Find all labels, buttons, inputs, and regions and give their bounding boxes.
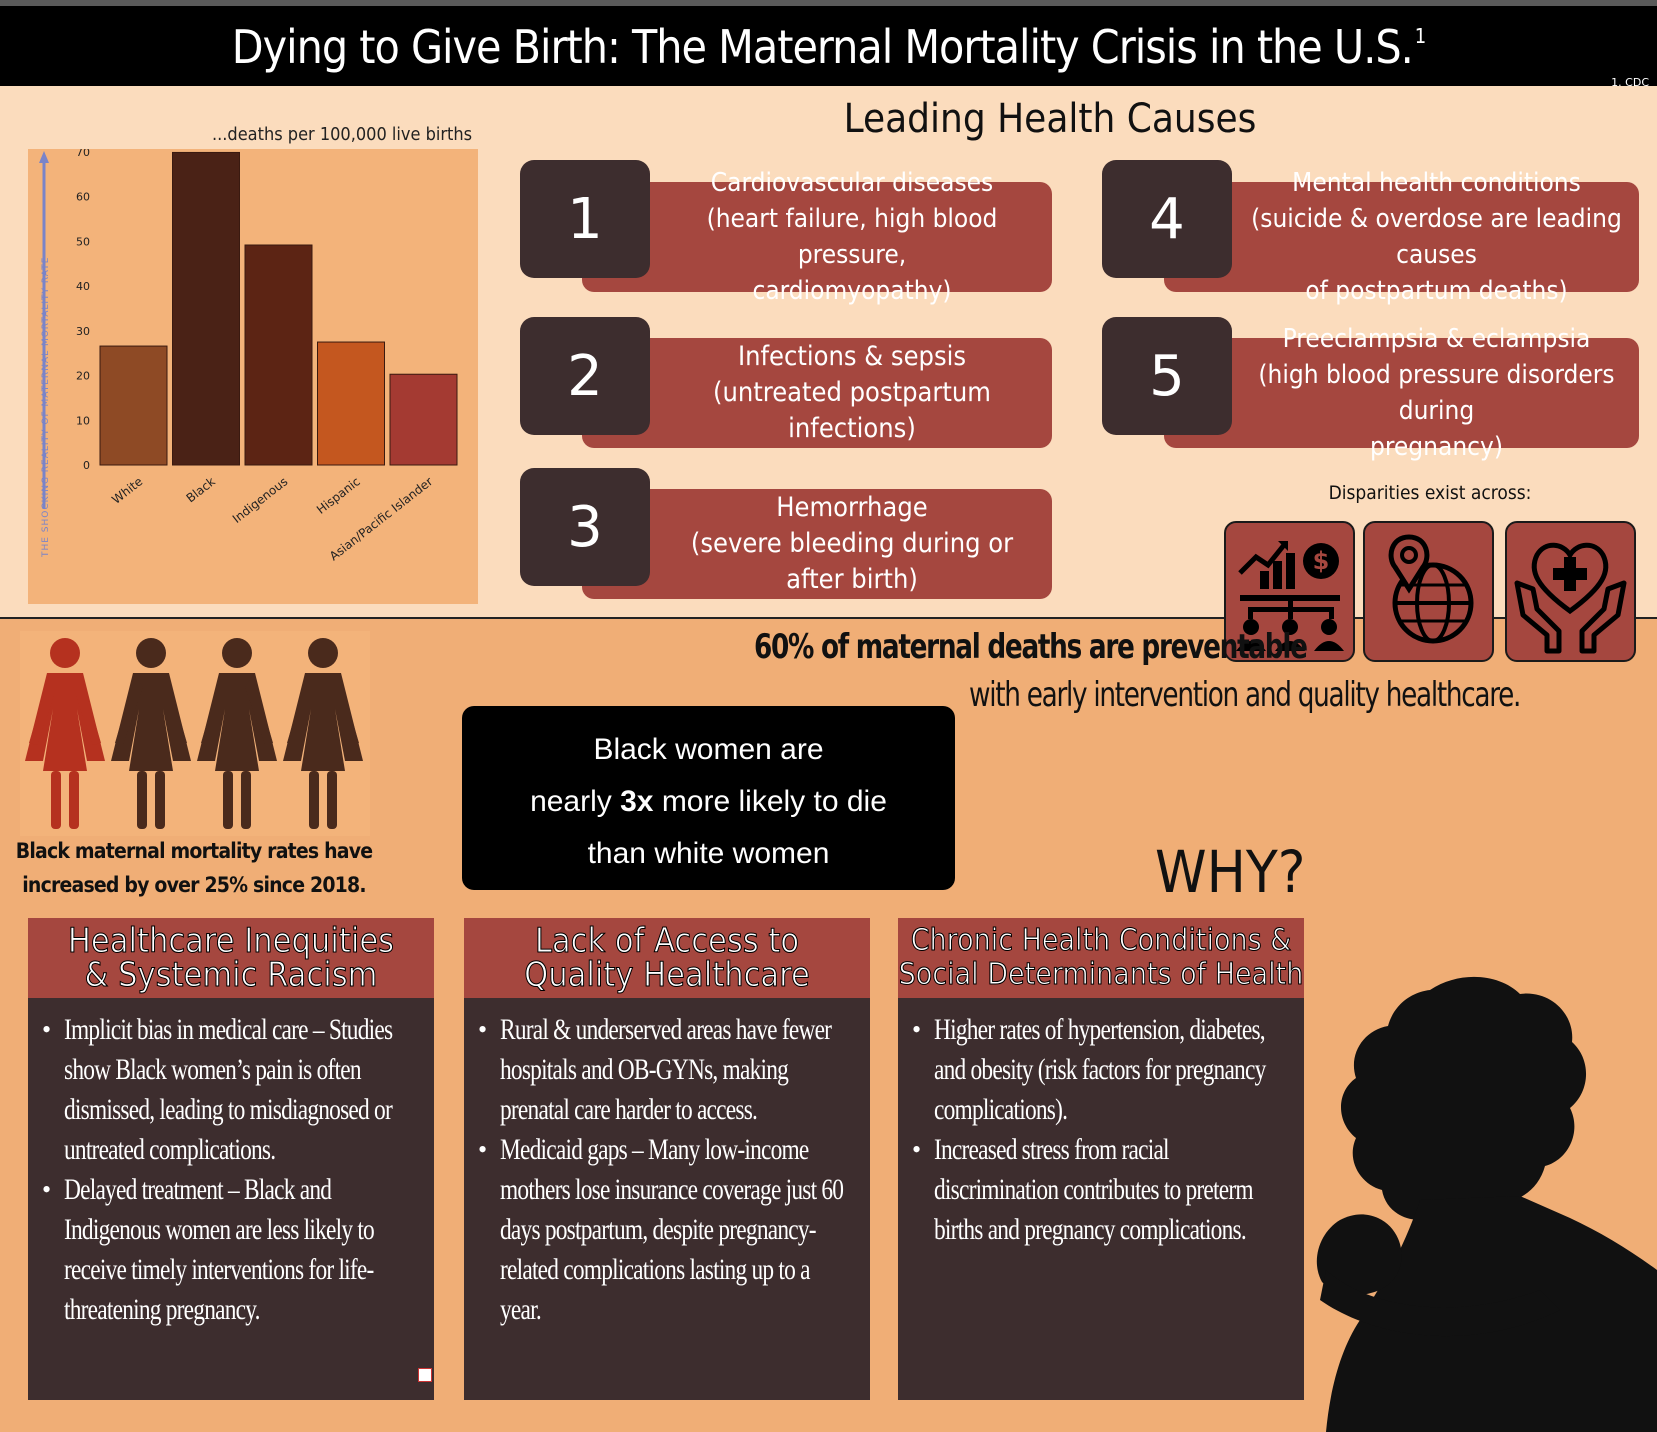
- cause-text-line: of postpartum deaths): [1305, 276, 1568, 306]
- stat-line2: nearly 3x more likely to die: [530, 785, 887, 818]
- y-tick-label: 40: [76, 280, 90, 293]
- y-tick-label: 0: [83, 459, 90, 472]
- page-title: Dying to Give Birth: The Maternal Mortal…: [231, 20, 1426, 74]
- bar-black: [172, 151, 240, 466]
- woman-figure: [283, 638, 363, 829]
- stat-callout: Black women are nearly 3x more likely to…: [462, 706, 955, 890]
- source-note: 1. CDC: [1611, 76, 1649, 89]
- cause-text-line: Mental health conditions: [1292, 168, 1581, 198]
- y-tick-label: 20: [76, 370, 90, 383]
- socioeconomic-status-icon: $: [1224, 521, 1355, 662]
- cause-card-5: Preeclampsia & eclampsia (high blood pres…: [1164, 324, 1639, 462]
- cause-number-4: 4: [1102, 160, 1232, 278]
- why-column-title: Chronic Health Conditions & Social Determ…: [898, 918, 1304, 998]
- y-tick-label: 50: [76, 235, 90, 248]
- bar-asian-pacific-islander: [389, 373, 458, 466]
- chart-svg: THE SHOCKING REALITY OF MATERNAL MORTALI…: [39, 149, 458, 563]
- bar-indigenous: [244, 244, 313, 466]
- women-figures-panel: [20, 631, 370, 836]
- cause-card-1: Cardiovascular diseases (heart failure, h…: [582, 168, 1052, 306]
- causes-heading: Leading Health Causes: [843, 96, 1257, 142]
- cause-text-line: infections): [788, 413, 916, 444]
- stat-multiplier: 3x: [620, 785, 654, 818]
- bar-white: [99, 345, 168, 466]
- cause-text-line: cardiomyopathy): [752, 276, 952, 306]
- geographic-location-icon: [1363, 521, 1494, 662]
- chart-units-label: ...deaths per 100,000 live births: [212, 124, 473, 145]
- why-column-title: Lack of Access to Quality Healthcare: [464, 918, 870, 998]
- y-tick-label: 60: [76, 191, 90, 204]
- list-item: Higher rates of hypertension, diabetes, …: [912, 1010, 1290, 1130]
- preventable-statement: 60% of maternal deaths are preventable: [754, 627, 1308, 667]
- list-item: Delayed treatment – Black and Indigenous…: [42, 1170, 420, 1330]
- cause-number-3: 3: [520, 468, 650, 586]
- figures-caption: Black maternal mortality rates have incr…: [14, 834, 374, 902]
- why-column-body: Higher rates of hypertension, diabetes, …: [898, 998, 1304, 1400]
- mortality-bar-chart: THE SHOCKING REALITY OF MATERNAL MORTALI…: [28, 149, 478, 604]
- cause-text-line: Infections & sepsis: [737, 341, 967, 372]
- footnote-mark: 1: [1414, 24, 1426, 48]
- x-tick-label: Hispanic: [314, 474, 363, 517]
- why-column-body: Rural & underserved areas have fewer hos…: [464, 998, 870, 1400]
- cause-text-line: (high blood pressure disorders during: [1258, 360, 1615, 426]
- y-axis-label: THE SHOCKING REALITY OF MATERNAL MORTALI…: [41, 257, 51, 558]
- cause-text-line: after birth): [786, 564, 918, 595]
- why-column-body: Implicit bias in medical care – Studies …: [28, 998, 434, 1400]
- y-tick-label: 70: [76, 149, 90, 159]
- x-tick-label: White: [109, 474, 145, 507]
- svg-text:$: $: [1313, 547, 1330, 575]
- disparities-label: Disparities exist across:: [1328, 482, 1532, 504]
- cause-text-line: Cardiovascular diseases: [710, 168, 994, 198]
- figures-caption-line1: Black maternal mortality rates have: [15, 839, 373, 863]
- cause-text-line: pregnancy): [1370, 432, 1503, 462]
- top-strip: [0, 0, 1657, 6]
- x-tick-label: Indigenous: [230, 474, 291, 526]
- woman-figure: [111, 638, 191, 829]
- list-item: Medicaid gaps – Many low-income mothers …: [478, 1130, 856, 1330]
- figures-caption-line2: increased by over 25% since 2018.: [22, 873, 366, 897]
- cause-text-line: (untreated postpartum: [713, 377, 991, 408]
- stat-line3: than white women: [587, 837, 830, 870]
- y-tick-label: 10: [76, 414, 90, 427]
- x-tick-label: Black: [184, 474, 218, 505]
- y-tick-label: 30: [76, 325, 90, 338]
- cause-number-1: 1: [520, 160, 650, 278]
- cause-number-5: 5: [1102, 317, 1232, 435]
- why-column-title: Healthcare Inequities & Systemic Racism: [28, 918, 434, 998]
- cause-text-line: (severe bleeding during or: [690, 528, 1014, 559]
- small-badge-icon: [418, 1368, 432, 1382]
- list-item: Implicit bias in medical care – Studies …: [42, 1010, 420, 1170]
- bar-hispanic: [317, 341, 385, 466]
- list-item: Rural & underserved areas have fewer hos…: [478, 1010, 856, 1130]
- preventable-subtext: with early intervention and quality heal…: [969, 675, 1521, 715]
- woman-figure: [197, 638, 277, 829]
- cause-card-3: Hemorrhage (severe bleeding during or afte…: [582, 489, 1052, 599]
- y-axis-arrowhead: [39, 151, 49, 163]
- cause-text-line: Preeclampsia & eclampsia: [1282, 324, 1591, 354]
- woman-figure-highlighted: [25, 638, 105, 829]
- why-heading: WHY?: [1155, 838, 1306, 906]
- stat-line1: Black women are: [593, 733, 824, 766]
- cause-card-4: Mental health conditions (suicide & overd…: [1164, 168, 1639, 306]
- why-column-chronic: Chronic Health Conditions & Social Determ…: [898, 918, 1304, 1400]
- cause-text-line: Hemorrhage: [776, 492, 928, 523]
- cause-text-line: (suicide & overdose are leading causes: [1251, 204, 1622, 270]
- title-bar: Dying to Give Birth: The Maternal Mortal…: [0, 6, 1657, 89]
- cause-card-2: Infections & sepsis (untreated postpartum…: [582, 338, 1052, 448]
- cause-number-2: 2: [520, 317, 650, 435]
- mother-baby-silhouette: [1316, 976, 1657, 1432]
- women-figures-icon: [25, 638, 363, 829]
- healthcare-access-icon: [1505, 521, 1636, 662]
- list-item: Increased stress from racial discriminat…: [912, 1130, 1290, 1250]
- cause-text-line: (heart failure, high blood pressure,: [706, 204, 998, 270]
- why-column-inequities: Healthcare Inequities& Systemic Racism I…: [28, 918, 434, 1400]
